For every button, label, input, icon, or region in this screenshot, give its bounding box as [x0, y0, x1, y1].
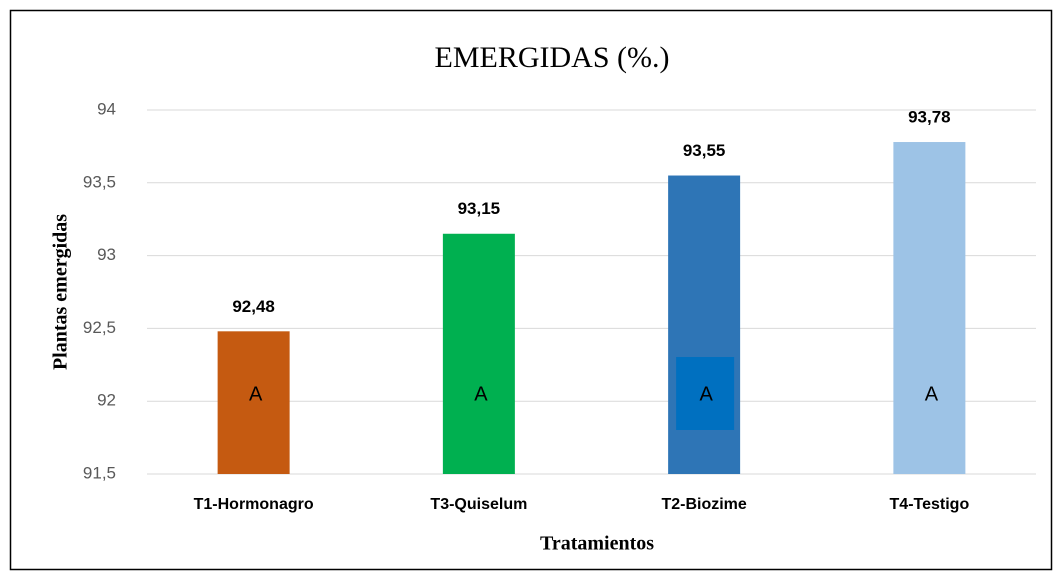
chart-title: EMERGIDAS (%.): [435, 41, 670, 74]
bar: [217, 331, 290, 474]
y-tick-label: 93,5: [83, 172, 116, 191]
annotation: A: [699, 383, 713, 405]
value-label: 92,48: [232, 297, 275, 316]
x-tick-label: T4-Testigo: [890, 496, 970, 513]
annotation: A: [474, 383, 488, 405]
annotation: A: [249, 383, 263, 405]
x-axis-label: Tratamientos: [540, 533, 654, 555]
y-axis-label: Plantas emergidas: [50, 214, 72, 370]
value-label: 93,15: [458, 199, 501, 218]
bar: [442, 233, 515, 474]
bar: [893, 142, 966, 475]
y-tick-label: 92,5: [83, 318, 116, 337]
y-tick-label: 94: [97, 99, 116, 118]
y-tick-label: 93: [97, 245, 116, 264]
annotation-box: [676, 357, 735, 430]
y-tick-label: 91,5: [83, 463, 116, 482]
x-tick-label: T1-Hormonagro: [194, 496, 314, 513]
value-label: 93,78: [908, 108, 951, 127]
chart-border: [9, 9, 1053, 571]
value-label: 93,55: [683, 141, 726, 160]
annotation: A: [925, 383, 939, 405]
x-tick-label: T2-Biozime: [661, 496, 746, 513]
x-tick-label: T3-Quiselum: [430, 496, 527, 513]
y-tick-label: 92: [97, 391, 116, 410]
